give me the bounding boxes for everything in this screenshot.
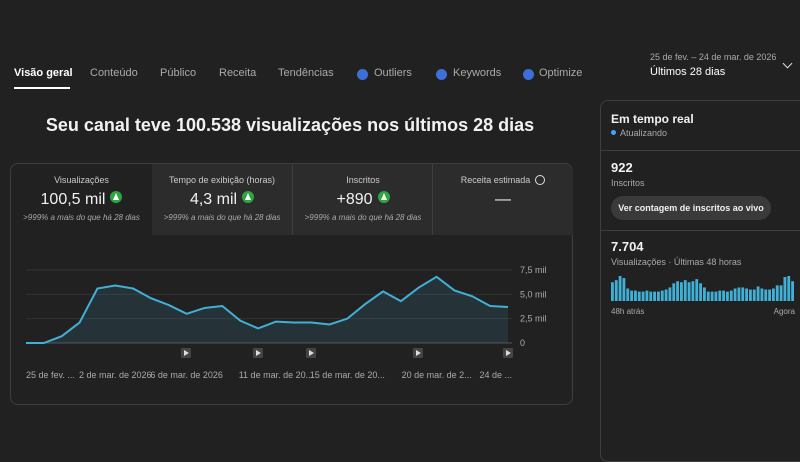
- bar: [738, 287, 741, 301]
- bar: [676, 281, 679, 301]
- bar: [642, 292, 645, 301]
- bar: [718, 291, 721, 301]
- bar: [776, 285, 779, 301]
- page: Visão geral Conteúdo Público Receita Ten…: [0, 0, 800, 450]
- video-markers: [181, 348, 513, 358]
- bar: [653, 292, 656, 301]
- bar: [638, 292, 641, 301]
- bar: [688, 282, 691, 301]
- x-tick-label: 11 de mar. de 20...: [239, 370, 313, 380]
- bar: [630, 291, 633, 301]
- bar: [611, 282, 614, 301]
- bar: [780, 285, 783, 301]
- bar: [711, 292, 714, 301]
- bar: [722, 291, 725, 301]
- bar: [692, 281, 695, 301]
- bar: [761, 289, 764, 302]
- bar: [646, 291, 649, 301]
- bar: [649, 292, 652, 301]
- x-tick-label: 20 de mar. de 2...: [402, 370, 472, 380]
- bar: [699, 283, 702, 301]
- bar: [772, 289, 775, 302]
- charts: 0 2,5 mil 5,0 mil 7,5 mil 25 de fev. ... 2 de…: [0, 0, 800, 450]
- bar: [626, 289, 629, 302]
- x-tick-label: 2 de mar. de 2026: [79, 370, 152, 380]
- x-label: Agora: [774, 307, 796, 316]
- bar: [715, 292, 718, 301]
- bar: [619, 276, 622, 301]
- bar: [703, 287, 706, 301]
- bar: [726, 292, 729, 301]
- bar: [734, 289, 737, 302]
- bar: [695, 279, 698, 301]
- y-tick-label: 0: [520, 338, 525, 348]
- bar: [623, 278, 626, 301]
- bar: [665, 290, 668, 301]
- bar: [684, 280, 687, 301]
- bar: [745, 289, 748, 302]
- bar: [615, 280, 618, 301]
- x-tick-label: 25 de fev. ...: [26, 370, 75, 380]
- bar: [707, 292, 710, 301]
- bar: [661, 291, 664, 301]
- bar: [657, 292, 660, 301]
- bar: [791, 281, 794, 301]
- bar: [768, 290, 771, 301]
- bar: [757, 286, 760, 301]
- bar: [749, 290, 752, 301]
- x-label: 48h atrás: [611, 307, 644, 316]
- bar: [730, 291, 733, 301]
- y-tick-label: 2,5 mil: [520, 314, 547, 324]
- x-tick-label: 15 de mar. de 20...: [310, 370, 385, 380]
- bar: [680, 282, 683, 301]
- bar: [764, 290, 767, 301]
- bar: [669, 287, 672, 301]
- bar: [741, 287, 744, 301]
- bar: [784, 277, 787, 301]
- bar: [753, 290, 756, 301]
- y-tick-label: 7,5 mil: [520, 265, 547, 275]
- bar: [634, 291, 637, 301]
- bar: [672, 283, 675, 301]
- area: [26, 277, 508, 343]
- bar: [787, 276, 790, 301]
- x-tick-label: 24 de ...: [479, 370, 512, 380]
- y-tick-label: 5,0 mil: [520, 289, 547, 299]
- x-tick-label: 6 de mar. de 2026: [150, 370, 223, 380]
